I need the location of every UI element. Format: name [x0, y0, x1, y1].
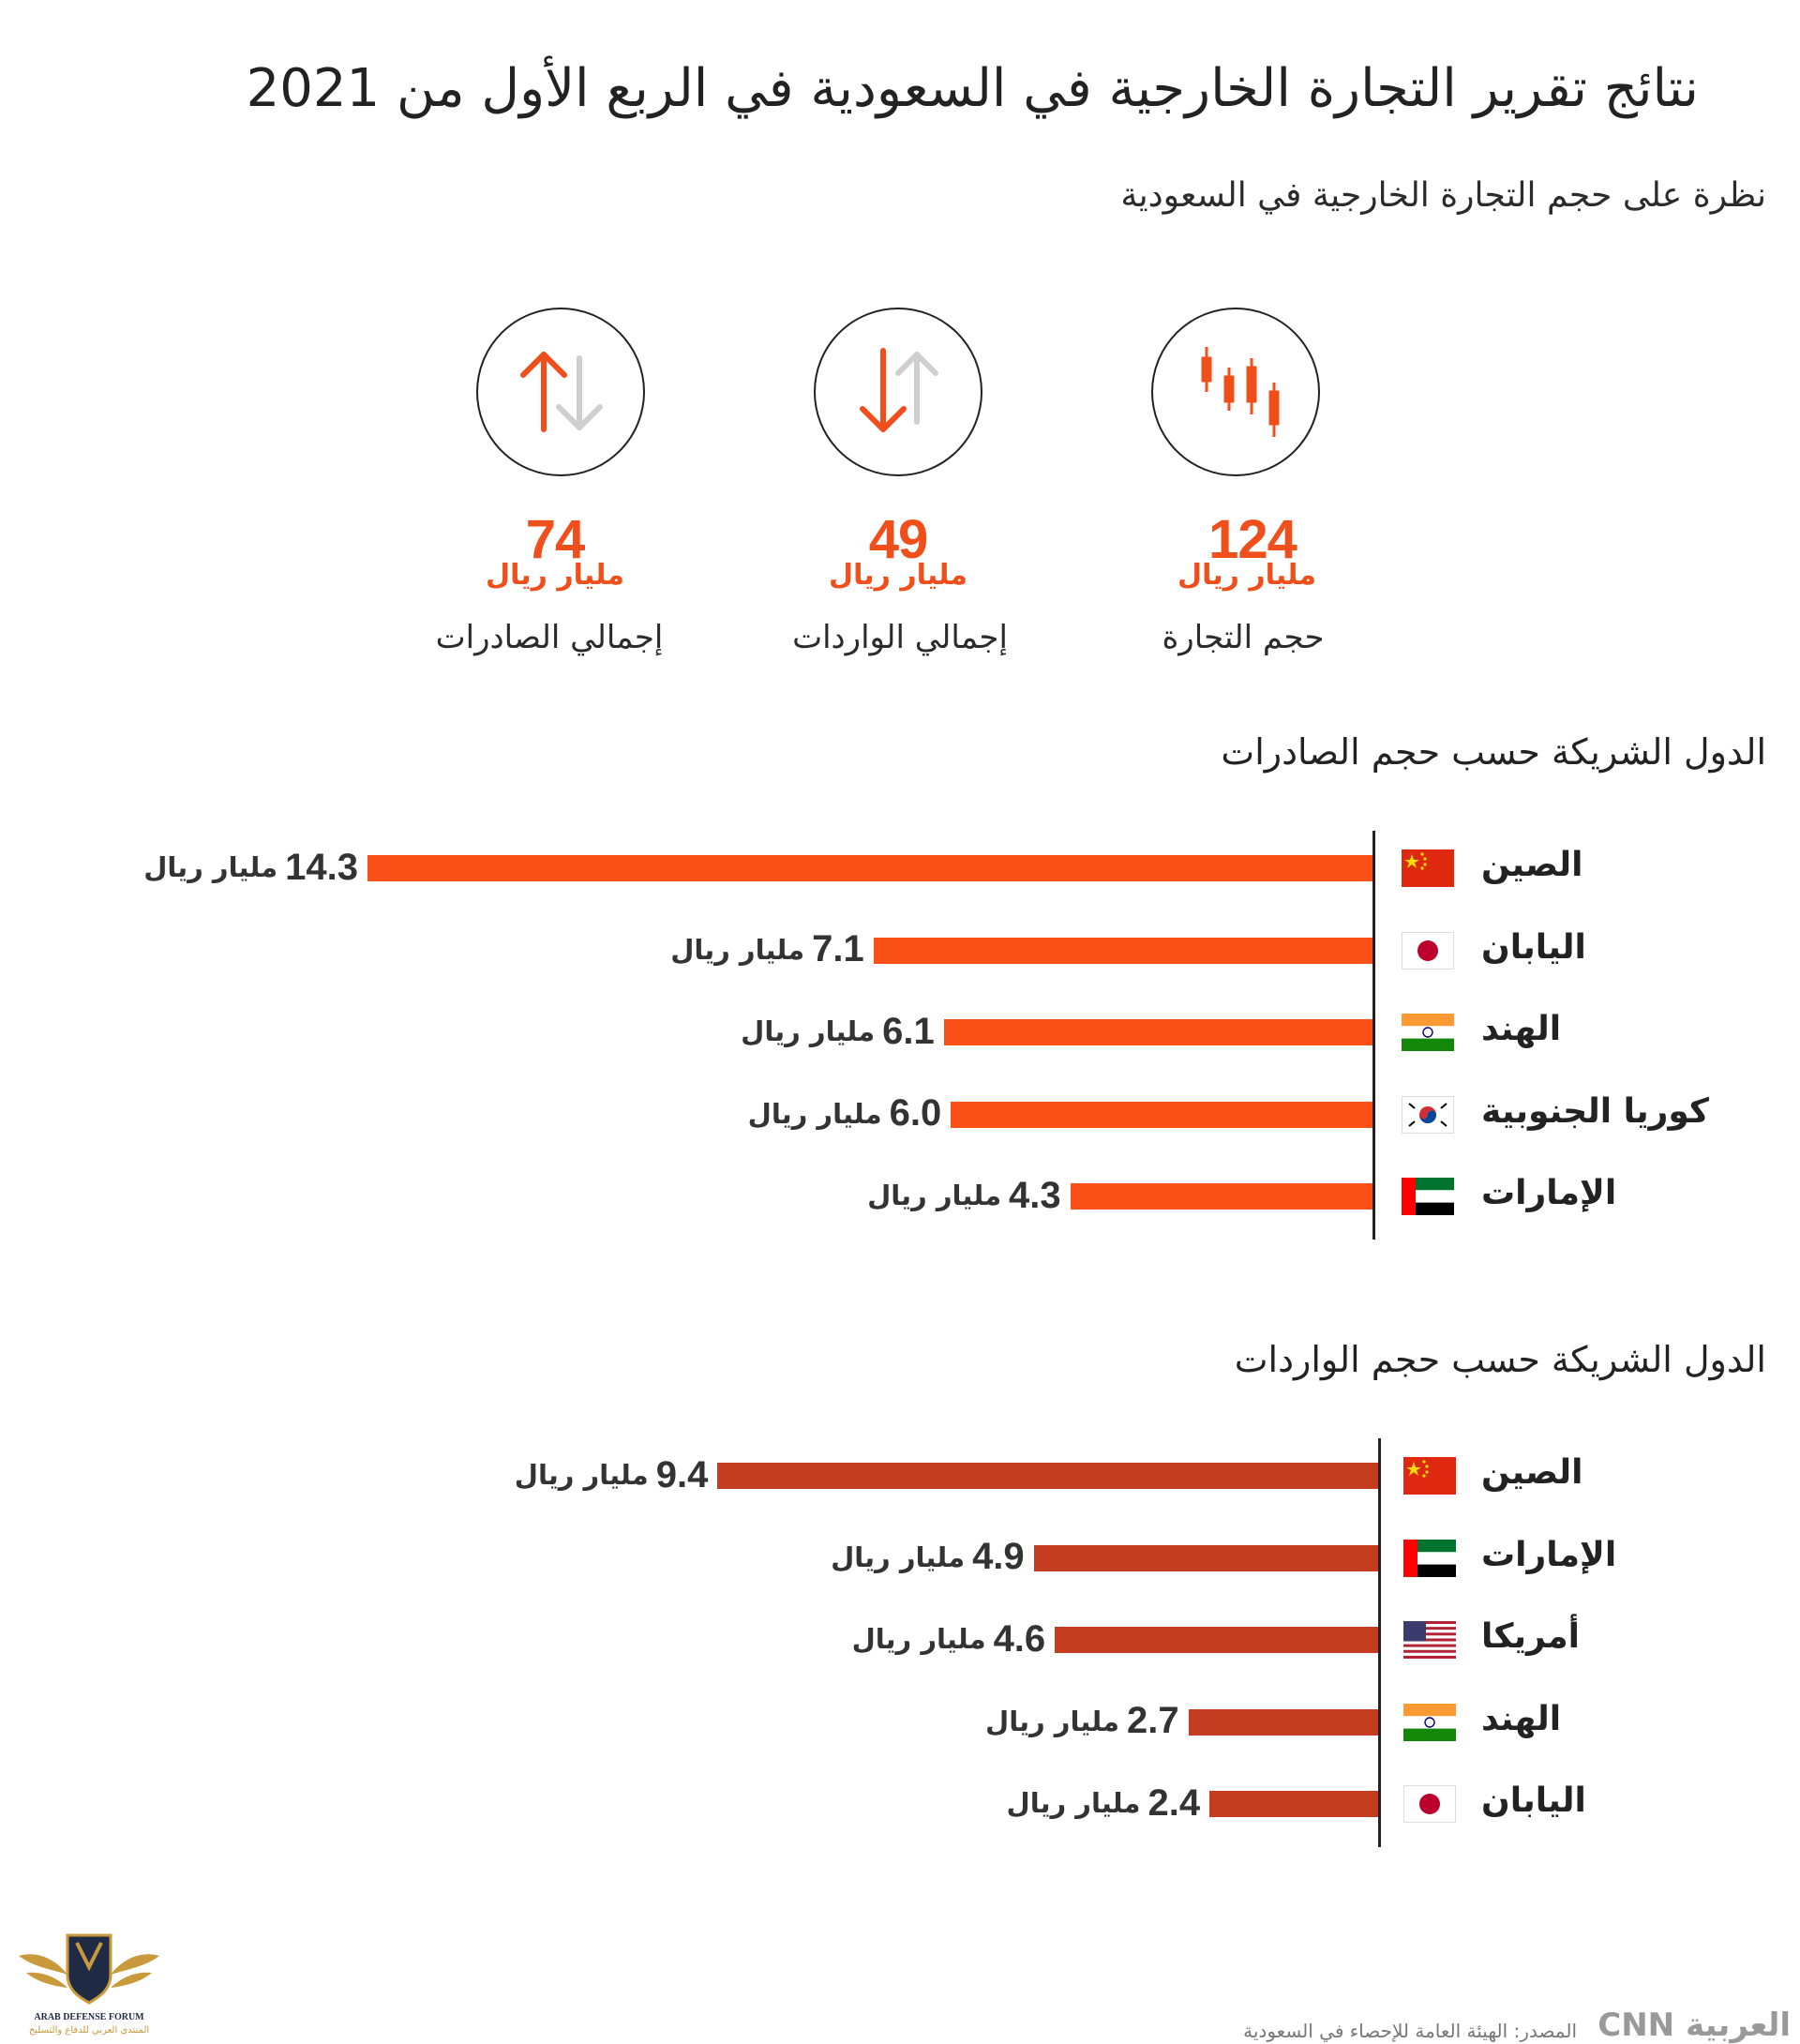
country-label: الصين [1481, 846, 1583, 884]
flag-uae-icon [1403, 1539, 1456, 1577]
country-label: أمريكا [1481, 1617, 1580, 1656]
country-label: الهند [1481, 1010, 1562, 1048]
country-label: الإمارات [1481, 1535, 1617, 1574]
import-data-label: مليار ريال 4.6 [852, 1616, 1046, 1662]
bar-unit-label: مليار ريال [867, 1180, 1002, 1211]
arrow-up-icon [476, 308, 645, 476]
flag-japan-icon [1402, 931, 1454, 969]
bar-unit-label: مليار ريال [851, 1623, 986, 1655]
imports-chart-title: الدول الشريكة حسب حجم الواردات [1234, 1339, 1766, 1380]
bar-value-label: 14.3 [285, 846, 358, 888]
exports-chart-title: الدول الشريكة حسب حجم الصادرات [1221, 731, 1766, 773]
bar-value-label: 2.7 [1127, 1700, 1179, 1741]
bar-unit-label: مليار ريال [985, 1705, 1119, 1737]
bar-value-label: 4.3 [1009, 1174, 1061, 1216]
flag-uae-icon [1402, 1178, 1454, 1215]
brand-logo: العربية CNN [1598, 2006, 1791, 2044]
export-bar [943, 1019, 1372, 1045]
kpi-imports-unit: مليار ريال [829, 559, 968, 592]
export-bar [873, 937, 1372, 964]
bar-unit-label: مليار ريال [1006, 1787, 1141, 1819]
import-bar [717, 1463, 1378, 1489]
candlestick-icon [1151, 308, 1320, 476]
flag-china-icon [1403, 1457, 1456, 1495]
import-axis-line [1378, 1438, 1381, 1847]
country-label: اليابان [1481, 927, 1586, 967]
import-data-label: مليار ريال 9.4 [515, 1451, 709, 1498]
export-data-label: مليار ريال 7.1 [670, 926, 864, 973]
kpi-trade-label: حجم التجارة [1162, 619, 1325, 656]
bar-value-label: 4.9 [972, 1536, 1025, 1577]
bar-unit-label: مليار ريال [514, 1459, 649, 1491]
bar-value-label: 6.1 [882, 1010, 935, 1052]
country-label: الهند [1481, 1699, 1562, 1738]
bar-unit-label: مليار ريال [831, 1541, 966, 1573]
page-subtitle: نظرة على حجم التجارة الخارجية في السعودي… [1120, 176, 1766, 215]
logo-text-en: ARAB DEFENSE FORUM [34, 2012, 144, 2022]
kpi-imports-label: إجمالي الواردات [792, 619, 1008, 656]
bar-unit-label: مليار ريال [670, 933, 805, 966]
logo-text-ar: المنتدى العربي للدفاع والتسليح [29, 2025, 149, 2036]
bar-value-label: 7.1 [812, 928, 864, 969]
export-axis-line [1372, 831, 1375, 1240]
kpi-exports-value: 74 [525, 509, 586, 570]
kpi-imports-value: 49 [868, 509, 929, 570]
source-note: المصدر: الهيئة العامة للإحصاء في السعودي… [1243, 2020, 1577, 2042]
country-label: اليابان [1481, 1781, 1586, 1820]
flag-usa-icon [1403, 1621, 1456, 1659]
country-label: الصين [1481, 1453, 1583, 1492]
bar-unit-label: مليار ريال [741, 1015, 876, 1047]
country-label: الإمارات [1481, 1174, 1617, 1212]
import-data-label: مليار ريال 2.4 [1007, 1780, 1201, 1826]
export-data-label: مليار ريال 6.0 [748, 1090, 942, 1137]
flag-china-icon [1402, 849, 1454, 887]
export-bar [951, 1101, 1372, 1128]
page-title: نتائج تقرير التجارة الخارجية في السعودية… [246, 58, 1699, 119]
bar-value-label: 9.4 [655, 1453, 709, 1495]
import-data-label: مليار ريال 4.9 [831, 1534, 1025, 1581]
import-bar [1055, 1627, 1378, 1653]
export-data-label: مليار ريال 4.3 [867, 1172, 1061, 1219]
arrow-down-icon [814, 308, 982, 476]
export-bar [368, 855, 1372, 881]
bar-unit-label: مليار ريال [143, 851, 278, 883]
bar-value-label: 4.6 [993, 1617, 1046, 1660]
country-label: كوريا الجنوبية [1481, 1091, 1709, 1131]
kpi-trade-unit: مليار ريال [1178, 559, 1316, 592]
kpi-exports-label: إجمالي الصادرات [435, 619, 664, 656]
export-data-label: مليار ريال 14.3 [143, 844, 358, 891]
flag-japan-icon [1403, 1785, 1456, 1823]
flag-india-icon [1402, 1014, 1454, 1051]
kpi-exports-unit: مليار ريال [486, 559, 624, 592]
export-data-label: مليار ريال 6.1 [741, 1008, 935, 1055]
import-bar [1033, 1544, 1378, 1571]
watermark-logo: ARAB DEFENSE FORUM المنتدى العربي للدفاع… [9, 1922, 169, 2036]
export-bar [1070, 1183, 1372, 1210]
bar-unit-label: مليار ريال [747, 1097, 882, 1130]
bar-value-label: 6.0 [889, 1092, 942, 1134]
kpi-trade-value: 124 [1208, 509, 1298, 570]
import-bar [1209, 1791, 1378, 1817]
bar-value-label: 2.4 [1148, 1781, 1201, 1824]
flag-south-korea-icon [1402, 1095, 1454, 1134]
import-bar [1188, 1708, 1378, 1736]
import-data-label: مليار ريال 2.7 [985, 1698, 1179, 1745]
flag-india-icon [1403, 1703, 1456, 1741]
